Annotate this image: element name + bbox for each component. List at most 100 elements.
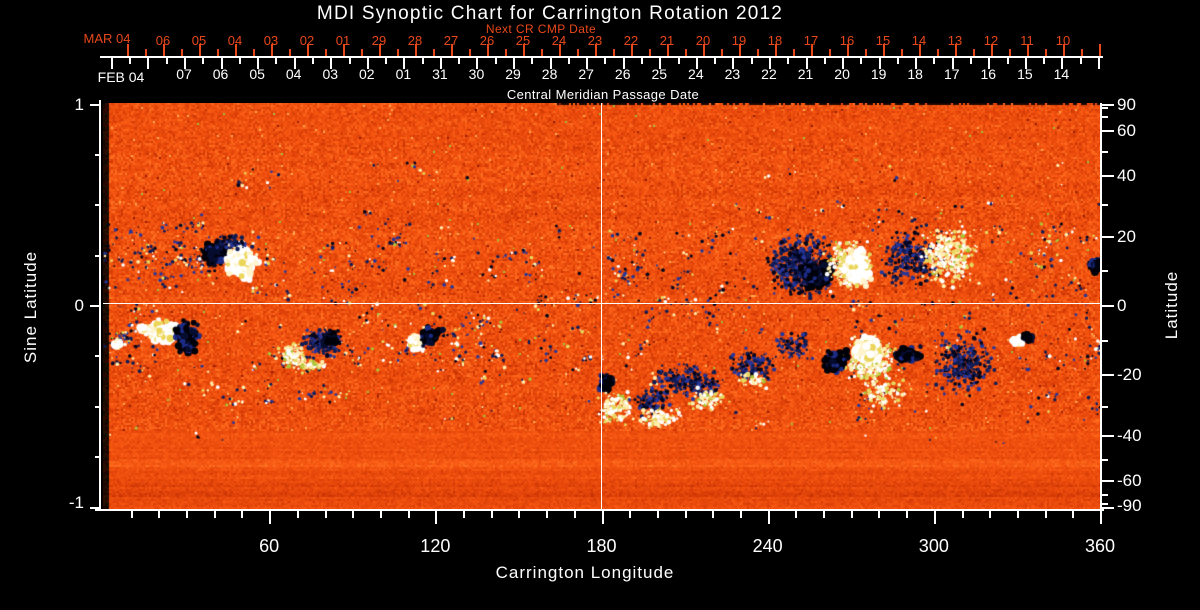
longitude-minor-tick [684, 511, 687, 518]
cmp-date-label: 19 [870, 66, 887, 82]
cmp-major-tick [768, 58, 771, 69]
next-cr-date-label: 27 [443, 33, 459, 48]
top-red-major-tick [991, 44, 993, 56]
cmp-minor-tick [1079, 58, 1082, 64]
latitude-major-tick [1102, 506, 1114, 509]
longitude-minor-tick [490, 511, 493, 518]
top-red-minor-tick [973, 49, 975, 56]
left-axis-line [99, 100, 101, 510]
longitude-minor-tick [518, 511, 521, 518]
cmp-date-label: 05 [249, 66, 265, 82]
top-red-minor-tick [613, 49, 615, 56]
cmp-date-label: 24 [688, 66, 704, 82]
cmp-major-tick [805, 58, 808, 69]
next-cr-date-label: 02 [299, 33, 315, 48]
cmp-minor-tick [933, 58, 936, 64]
cmp-date-label: 29 [505, 66, 521, 82]
cmp-minor-tick [787, 58, 790, 64]
sine-lat-minor-tick [95, 405, 100, 408]
sine-lat-minor-tick [95, 456, 100, 459]
top-red-minor-tick [721, 49, 723, 56]
cmp-date-label: 01 [395, 66, 412, 82]
longitude-minor-tick [961, 511, 964, 518]
cmp-date-label: 21 [797, 66, 814, 82]
cmp-major-tick [439, 58, 442, 69]
latitude-minor-tick [1102, 459, 1108, 462]
next-cr-date-label: 21 [659, 33, 675, 48]
longitude-minor-tick [823, 511, 826, 518]
latitude-minor-tick [1102, 405, 1108, 408]
longitude-tick-label: 60 [259, 536, 280, 556]
longitude-minor-tick [463, 511, 466, 518]
cmp-date-label: 14 [1053, 66, 1070, 82]
chart-title: MDI Synoptic Chart for Carrington Rotati… [316, 3, 784, 24]
latitude-axis-title: Latitude [1162, 270, 1181, 340]
top-red-minor-tick [361, 49, 363, 56]
longitude-minor-tick [186, 511, 189, 518]
sine-lat-major-tick [90, 506, 100, 509]
cmp-minor-tick [165, 58, 168, 64]
sine-lat-tick-label: 1 [74, 95, 84, 114]
next-cr-date-label: 14 [911, 33, 927, 48]
top-red-minor-tick [397, 49, 399, 56]
cmp-major-tick [915, 58, 918, 69]
longitude-tick-label: 180 [586, 536, 617, 556]
cmp-major-tick [110, 58, 113, 69]
cmp-major-tick [878, 58, 881, 69]
longitude-tick-label: 360 [1084, 536, 1116, 556]
top-red-minor-tick [865, 49, 867, 56]
top-red-major-tick [487, 44, 489, 56]
next-cr-date-label: 17 [803, 33, 819, 48]
cmp-minor-tick [677, 58, 680, 64]
longitude-minor-tick [1072, 511, 1075, 518]
cmp-major-tick [622, 58, 625, 69]
top-red-minor-tick [1045, 49, 1047, 56]
longitude-minor-tick [324, 511, 327, 518]
cmp-major-tick [293, 58, 296, 69]
sine-lat-minor-tick [95, 254, 100, 257]
top-red-major-tick [199, 44, 201, 56]
longitude-tick-label: 240 [752, 536, 783, 556]
top-red-major-tick [415, 44, 417, 56]
top-red-minor-tick [829, 49, 831, 56]
carrington-longitude-axis-title: Carrington Longitude [495, 563, 675, 582]
cmp-minor-tick [238, 58, 241, 64]
next-cr-date-label: 15 [875, 33, 891, 48]
cmp-major-tick [1061, 58, 1064, 69]
longitude-minor-tick [739, 511, 742, 518]
cmp-date-label: 03 [322, 66, 339, 82]
cmp-minor-tick [714, 58, 717, 64]
sine-lat-minor-tick [95, 153, 100, 156]
top-red-minor-tick [937, 49, 939, 56]
sine-lat-major-tick [90, 305, 100, 307]
longitude-minor-tick [213, 511, 216, 518]
cmp-minor-tick [275, 58, 278, 64]
cmp-major-tick [695, 58, 698, 69]
sine-lat-minor-tick [95, 355, 100, 358]
cmp-major-tick [1024, 58, 1027, 69]
cmp-minor-tick [458, 58, 461, 64]
longitude-minor-tick [712, 511, 715, 518]
next-cr-date-label: 16 [839, 33, 855, 48]
cmp-minor-tick [823, 58, 826, 64]
cmp-major-tick [549, 58, 552, 69]
latitude-tick-label: 0 [1117, 296, 1127, 315]
longitude-minor-tick [629, 511, 632, 518]
longitude-minor-tick [1044, 511, 1047, 518]
latitude-tick-label: 60 [1117, 121, 1136, 141]
latitude-tick-label: 40 [1117, 166, 1136, 186]
cmp-date-label: 25 [651, 66, 668, 82]
next-cr-date-label: 06 [155, 33, 171, 48]
latitude-major-tick [1102, 130, 1114, 133]
top-red-major-tick [1027, 44, 1029, 56]
cmp-date-label: 02 [359, 66, 375, 82]
top-red-major-tick [379, 44, 381, 56]
latitude-minor-tick [1102, 204, 1108, 207]
top-red-major-tick [271, 44, 273, 56]
longitude-minor-tick [989, 511, 992, 518]
next-cr-date-label: 18 [767, 33, 783, 48]
longitude-minor-tick [878, 511, 881, 518]
cmp-date-label: 27 [578, 66, 594, 82]
latitude-major-tick [1102, 175, 1114, 178]
cmp-minor-tick [1006, 58, 1009, 64]
